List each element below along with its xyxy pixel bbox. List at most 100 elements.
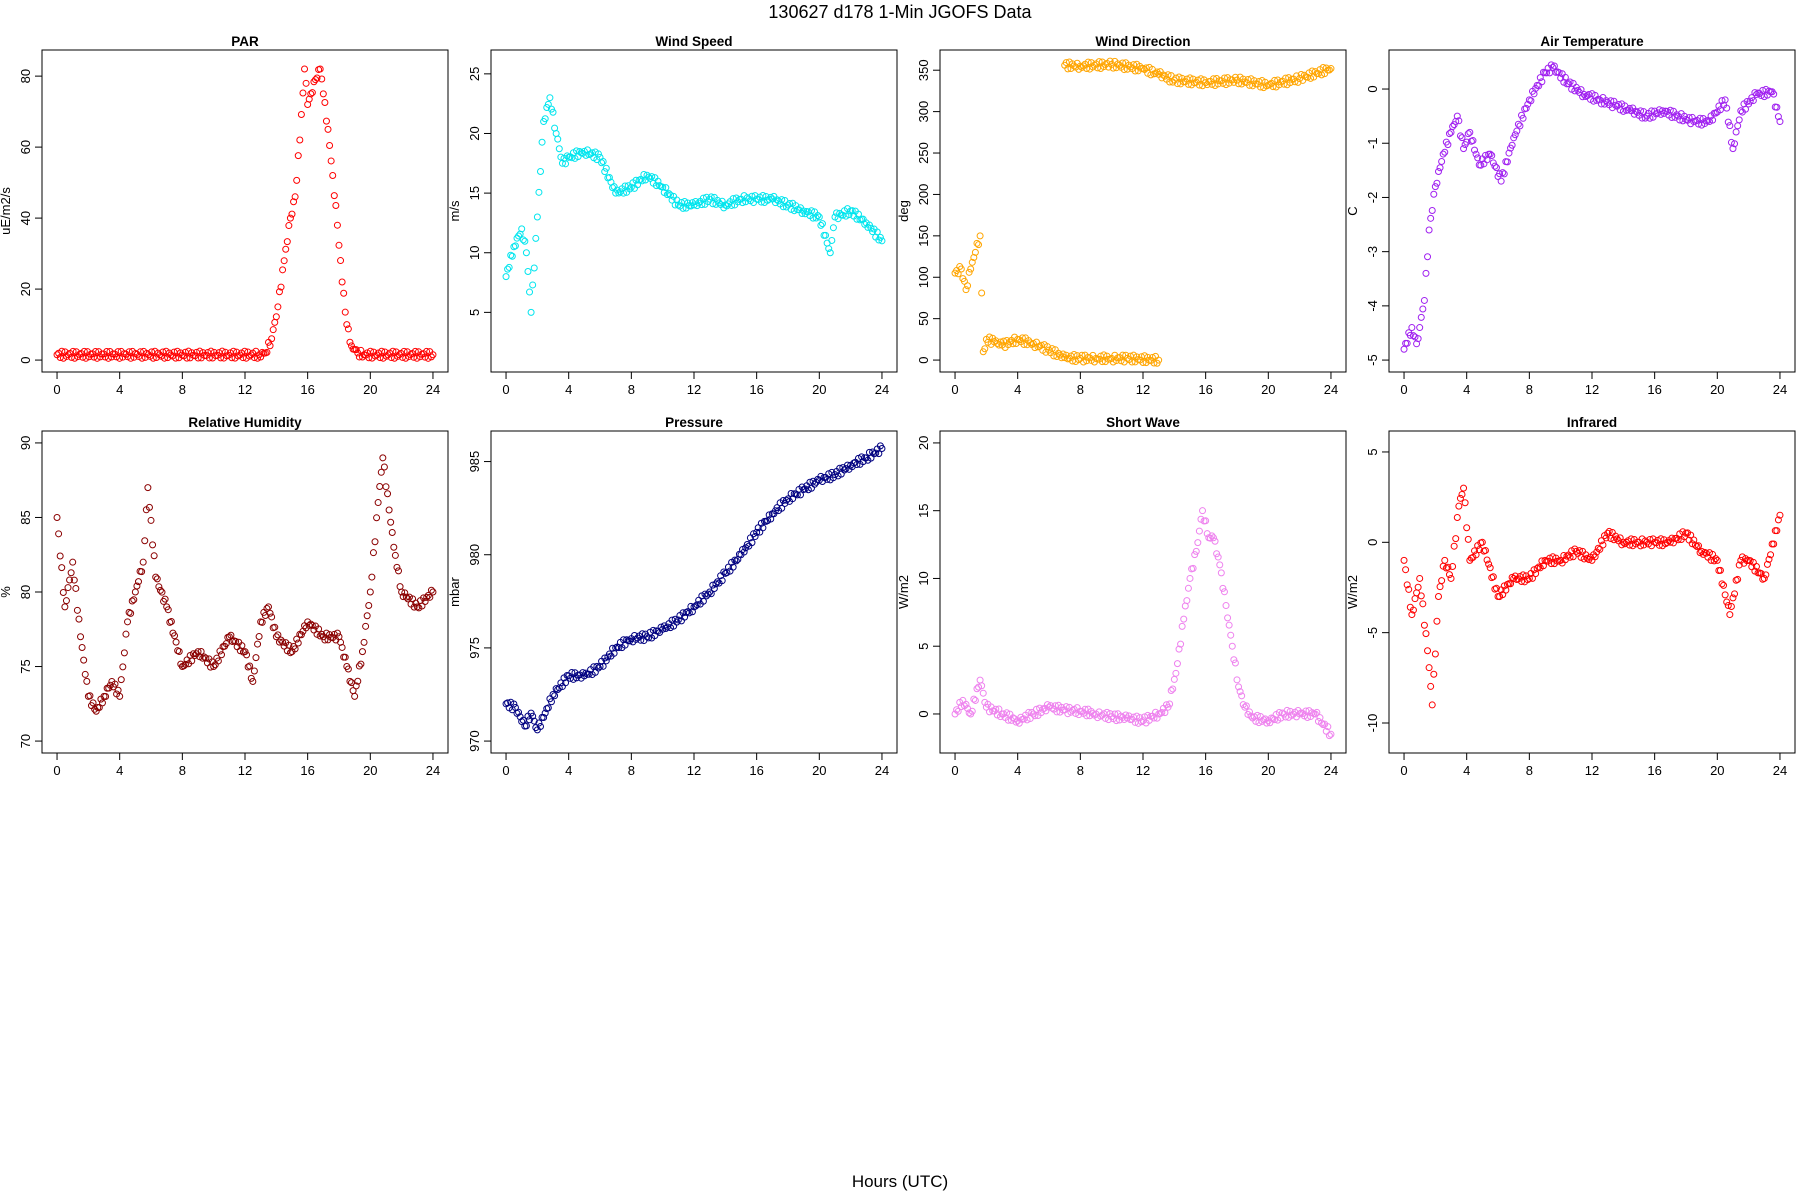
data-point [72,584,80,592]
data-point [258,618,266,626]
x-tick-label: 0 [1400,382,1407,397]
data-point [712,580,720,588]
data-point [1430,190,1438,198]
data-point [207,347,215,355]
data-point [1712,555,1720,563]
data-point [399,353,407,361]
data-point [1610,536,1618,544]
data-point [662,624,670,632]
data-point [1036,704,1044,712]
data-point [1158,709,1166,717]
data-point [365,354,373,362]
data-point [1428,207,1436,215]
data-point [429,351,437,359]
data-point [1424,647,1432,655]
data-point [1169,685,1177,693]
x-tick-label: 0 [502,382,509,397]
data-point [400,347,408,355]
data-point [562,679,570,687]
data-point [175,648,183,656]
data-point [1444,563,1452,571]
data-point [1734,575,1742,583]
data-point [160,354,168,362]
data-point [1313,708,1321,716]
data-point [1732,128,1740,136]
data-point [274,303,282,311]
data-point [271,623,279,631]
data-point [1566,78,1574,86]
data-point [1716,106,1724,114]
data-point [196,347,204,355]
data-point [153,575,161,583]
data-point [1235,80,1243,88]
data-point [307,620,315,628]
data-point [363,612,371,620]
y-tick-label: 0 [1365,539,1380,546]
data-point [1602,534,1610,542]
data-point [1704,117,1712,125]
data-point [526,288,534,296]
panel-3: Air Temperature C 0 4 8 12 16 20 24 -5 -4 -3 -2 -1 0 [1345,34,1796,397]
data-point [1561,73,1569,81]
panel-7: Infrared W/m2 0 4 8 12 16 20 24 -10 -5 0 5 [1345,415,1796,778]
data-point [205,354,213,362]
y-tick-label: 0 [18,356,33,363]
data-point [1271,76,1279,84]
data-point [840,466,848,474]
data-point [382,483,390,491]
data-point [1718,580,1726,588]
data-point [978,289,986,297]
data-point [239,354,247,362]
data-point [344,665,352,673]
data-point [706,195,714,203]
data-point [1486,564,1494,572]
data-point [1527,97,1535,105]
data-point [1727,138,1735,146]
data-point [1209,75,1217,83]
data-point [1491,162,1499,170]
data-point [1327,65,1335,73]
data-point [1183,597,1191,605]
y-tick-label: 5 [467,309,482,316]
x-tick-label: 20 [1261,763,1275,778]
data-point [1696,114,1704,122]
data-point [116,692,124,700]
data-point [346,338,354,346]
data-point [1425,226,1433,234]
data-point [308,621,316,629]
data-point [965,268,973,276]
data-point [1450,542,1458,550]
data-point [1236,688,1244,696]
data-point [1729,594,1737,602]
data-point [56,552,64,560]
data-point [249,677,257,685]
data-point [293,635,301,643]
data-point [413,603,421,611]
data-point [1324,723,1332,731]
panel-5: Pressure mbar 0 4 8 12 16 20 24 970 975 980 985 [447,415,898,778]
data-point [1434,593,1442,601]
data-point [1424,253,1432,261]
data-point [782,496,790,504]
data-point [127,609,135,617]
data-point [1637,107,1645,115]
panel-title: Pressure [665,415,723,430]
data-point [1528,574,1536,582]
data-point [1419,600,1427,608]
data-point [1735,116,1743,124]
x-tick-label: 24 [1324,763,1338,778]
data-point [1128,358,1136,366]
data-point [119,663,127,671]
data-point [1666,106,1674,114]
y-tick-label: 10 [916,571,931,585]
data-point [258,348,266,356]
panel-title: Short Wave [1106,415,1180,430]
data-point [1569,553,1577,561]
data-point [1453,112,1461,120]
data-point [1178,622,1186,630]
data-point [252,654,260,662]
data-point [158,588,166,596]
panel-2: Wind Direction deg 0 4 8 12 16 20 24 0 50 100 150 200… [896,34,1347,397]
data-point [1069,357,1077,365]
data-point [1472,551,1480,559]
